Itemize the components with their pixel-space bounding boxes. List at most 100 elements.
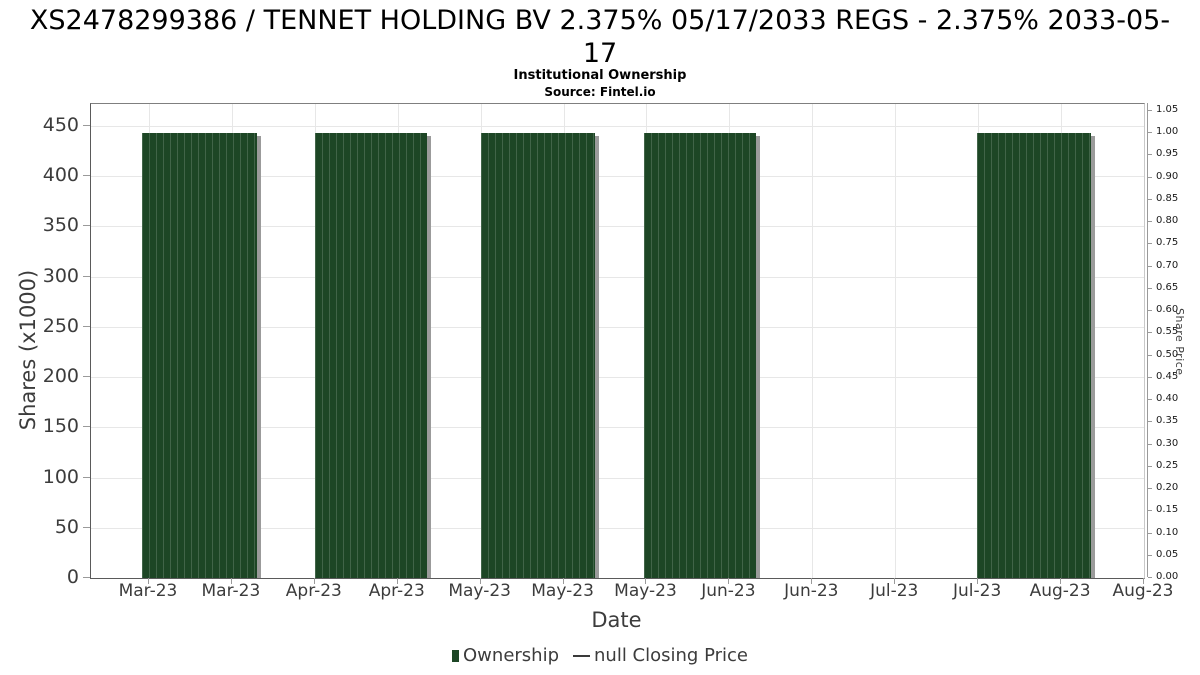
y-left-tick-mark	[83, 275, 90, 277]
h-gridline	[91, 276, 1144, 278]
x-tick-label: Mar-23	[201, 581, 261, 601]
ownership-square-marker-icon	[452, 649, 460, 662]
y-right-tick-label: 0.05	[1156, 548, 1179, 560]
y-right-tick-label: 0.90	[1156, 170, 1179, 182]
y-right-tick-mark	[1148, 132, 1152, 133]
line-dash-marker-icon	[573, 654, 591, 657]
chart-subtitle: Institutional Ownership	[513, 68, 687, 83]
legend-item-closing-price[interactable]: null Closing Price	[573, 645, 748, 666]
y-right-tick-label: 0.80	[1156, 215, 1179, 226]
y-right-tick-label: 0.15	[1156, 504, 1179, 516]
y-right-tick-label: 0.55	[1156, 326, 1179, 338]
x-tick-mark	[396, 578, 398, 584]
y-right-tick-label: 0.75	[1156, 237, 1179, 249]
y-left-tick-mark	[83, 577, 90, 578]
y-left-tick-mark	[83, 376, 90, 378]
y-right-tick-mark	[1148, 354, 1152, 356]
y-right-tick-mark	[1148, 421, 1152, 423]
x-tick-mark	[313, 578, 315, 584]
y-left-tick-mark	[83, 225, 90, 227]
x-tick-label: May-23	[531, 581, 594, 601]
y-right-tick-mark	[1148, 310, 1152, 311]
y-right-tick-mark	[1148, 176, 1152, 178]
y-left-tick-mark	[83, 476, 90, 478]
y-left-tick-label: 400	[42, 164, 79, 187]
y-right-tick-mark	[1148, 198, 1152, 200]
ownership-bar-group[interactable]	[314, 133, 427, 578]
h-gridline	[91, 326, 1144, 328]
y-left-tick-label: 300	[42, 264, 79, 287]
y-right-tick-label: 0.95	[1156, 148, 1179, 160]
right-axis-spine	[1147, 103, 1148, 577]
y-right-tick-mark	[1148, 109, 1152, 111]
chart-title: XS2478299386 / TENNET HOLDING BV 2.375% …	[0, 4, 1200, 70]
y-right-tick-mark	[1148, 154, 1152, 156]
y-left-tick-label: 100	[42, 465, 79, 488]
x-tick-mark	[479, 578, 481, 584]
y-axis-label-right: Share Price	[1173, 308, 1186, 376]
chart-title-line1: XS2478299386 / TENNET HOLDING BV 2.375% …	[29, 5, 1171, 36]
x-tick-mark	[230, 578, 232, 584]
y-left-tick-label: 200	[42, 365, 79, 388]
y-left-tick-label: 0	[66, 566, 79, 588]
x-tick-label: Aug-23	[1029, 581, 1091, 601]
x-tick-mark	[645, 578, 647, 584]
y-right-tick-label: 0.40	[1156, 393, 1179, 404]
y-right-tick-label: 0.85	[1156, 192, 1179, 204]
y-right-tick-label: 1.00	[1156, 126, 1179, 137]
legend: Ownership null Closing Price	[0, 645, 1200, 666]
y-right-tick-label: 0.20	[1156, 482, 1179, 493]
x-axis-label: Date	[591, 608, 642, 632]
y-left-tick-mark	[83, 426, 90, 428]
x-tick-mark	[728, 578, 730, 584]
y-right-tick-label: 0.00	[1156, 571, 1179, 582]
y-right-tick-mark	[1148, 399, 1152, 400]
y-left-tick-mark	[83, 325, 90, 327]
y-right-tick-mark	[1148, 465, 1152, 467]
ownership-bar-group[interactable]	[644, 133, 756, 578]
y-axis-label-left: Shares (x1000)	[16, 269, 40, 431]
x-tick-label: Jul-23	[870, 581, 919, 601]
x-tick-mark	[147, 578, 149, 584]
h-gridline	[91, 427, 1144, 429]
y-right-tick-label: 0.70	[1156, 259, 1179, 271]
y-right-tick-label: 0.10	[1156, 526, 1179, 538]
y-left-tick-mark	[83, 125, 90, 126]
legend-item-ownership[interactable]: Ownership	[452, 645, 559, 666]
y-right-tick-mark	[1148, 554, 1152, 556]
y-right-tick-mark	[1148, 265, 1152, 267]
y-right-tick-mark	[1148, 376, 1152, 378]
y-right-tick-label: 0.35	[1156, 415, 1179, 427]
ownership-bar-group[interactable]	[141, 133, 257, 578]
legend-label-closing-price: null Closing Price	[594, 645, 748, 666]
x-tick-mark	[977, 578, 979, 584]
h-gridline	[91, 126, 1144, 127]
x-tick-label: May-23	[614, 581, 677, 601]
x-tick-mark	[811, 578, 813, 584]
x-tick-label: Aug-23	[1112, 581, 1174, 601]
y-right-tick-mark	[1148, 532, 1152, 534]
x-tick-label: Jul-23	[953, 581, 1002, 601]
v-gridline	[895, 104, 897, 578]
x-tick-mark	[562, 578, 564, 584]
x-tick-label: Mar-23	[118, 581, 178, 601]
y-left-tick-label: 50	[54, 515, 79, 538]
x-tick-label: Jun-23	[701, 581, 756, 601]
ownership-bar-group[interactable]	[976, 133, 1092, 578]
legend-label-ownership: Ownership	[463, 645, 560, 666]
x-tick-mark	[1142, 578, 1144, 584]
y-left-tick-mark	[83, 175, 90, 177]
chart-title-line2: 17	[582, 38, 618, 69]
x-tick-label: May-23	[448, 581, 511, 601]
y-right-tick-label: 0.60	[1156, 304, 1179, 315]
h-gridline	[91, 226, 1144, 228]
y-right-tick-mark	[1148, 243, 1152, 245]
y-right-tick-label: 0.45	[1156, 370, 1179, 382]
y-right-tick-mark	[1148, 221, 1152, 222]
v-gridline	[812, 104, 814, 578]
y-right-tick-mark	[1148, 287, 1152, 289]
y-right-tick-label: 0.50	[1156, 348, 1179, 360]
y-right-tick-label: 0.65	[1156, 281, 1179, 293]
ownership-bar-group[interactable]	[481, 133, 595, 578]
